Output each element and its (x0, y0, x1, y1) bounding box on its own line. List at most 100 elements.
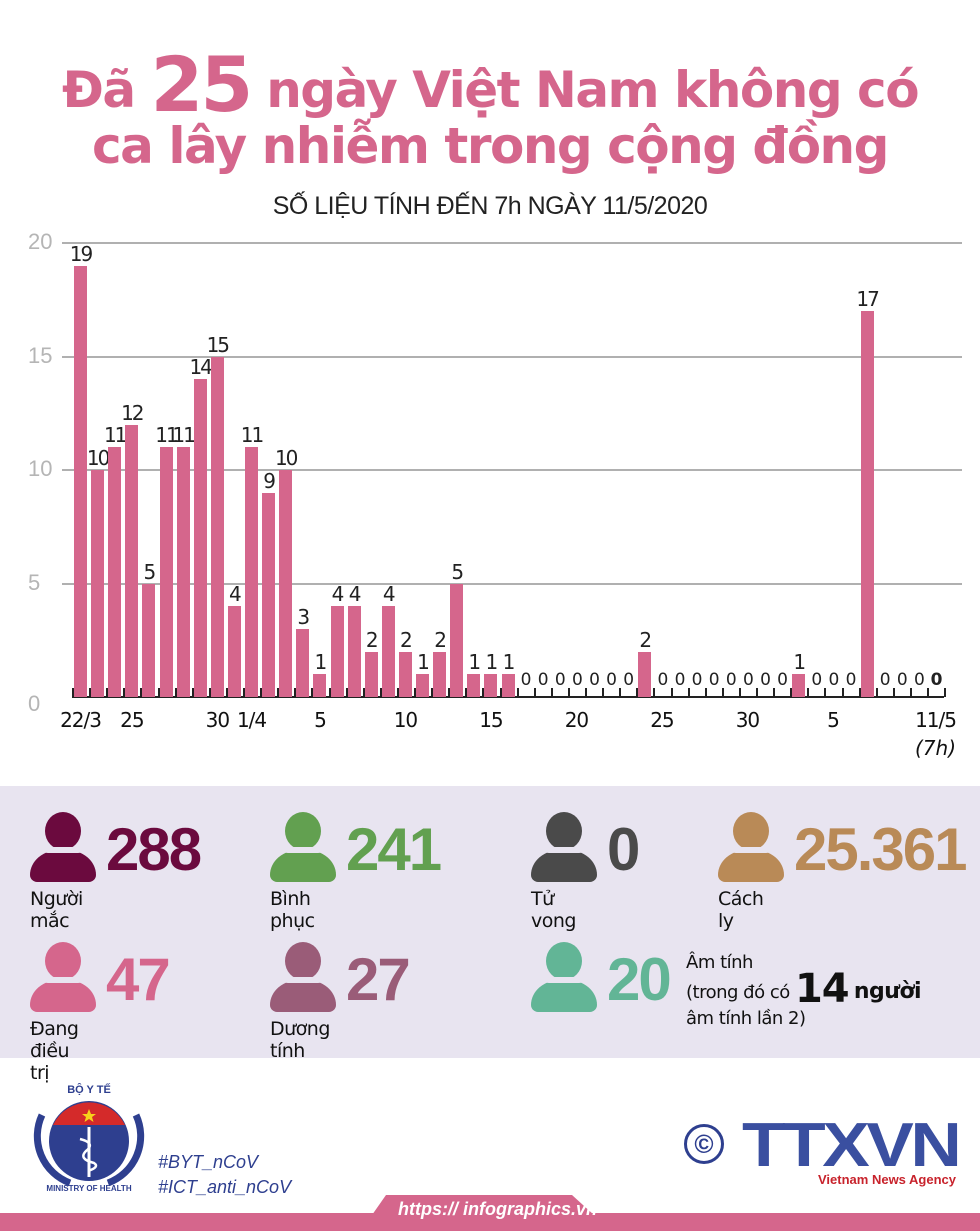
bar-value-label: 0 (657, 670, 668, 690)
bar-value-label: 0 (674, 670, 686, 690)
negative-note: Âm tính (trong đó có 14 người âm tính lầ… (686, 950, 922, 1032)
bar-value-label: 0 (896, 670, 908, 690)
x-tick-label: 30 (735, 708, 760, 732)
bar (313, 674, 327, 697)
person-icon (270, 812, 336, 884)
bar-value-label: 10 (86, 446, 110, 470)
x-axis-tick (619, 688, 622, 697)
bar-value-label: 0 (930, 670, 943, 690)
x-axis-tick (841, 688, 844, 697)
x-axis-tick (225, 688, 228, 697)
bar-value-label: 3 (297, 604, 310, 629)
x-tick-label: 25 (650, 708, 674, 732)
bar-value-label: 4 (348, 582, 362, 607)
bar (262, 492, 276, 697)
x-axis-tick (465, 688, 468, 697)
bar (74, 265, 87, 697)
x-axis-tick (909, 688, 912, 697)
x-axis-tick (738, 688, 741, 697)
x-axis-tick (533, 688, 536, 697)
bar-value-label: 0 (913, 670, 925, 690)
x-tick-label: 10 (393, 708, 418, 732)
bar (227, 606, 241, 697)
bar (792, 674, 806, 697)
hashtags: #BYT_nCoV #ICT_anti_nCoV (158, 1150, 291, 1200)
agency-name: Vietnam News Agency (818, 1172, 956, 1187)
headline-line-1: Đã 25 ngày Việt Nam không có (0, 47, 980, 125)
x-axis-tick (670, 688, 673, 697)
positive-count: 27 (346, 946, 411, 1013)
x-axis-tick (345, 688, 348, 697)
x-tick-label: 20 (564, 708, 589, 732)
x-axis-tick (875, 688, 878, 697)
bar (142, 583, 156, 697)
bar (638, 651, 652, 697)
bar (467, 674, 481, 697)
x-tick-label: 25 (120, 708, 144, 732)
bar-value-label: 15 (206, 332, 230, 357)
x-axis-tick (927, 688, 929, 697)
bar-value-label: 2 (639, 627, 652, 652)
bar-value-label: 17 (856, 287, 879, 312)
x-axis-tick (208, 688, 211, 697)
url-tab (372, 1195, 594, 1215)
x-axis-tick (807, 688, 810, 697)
infected-label: Người mắc (30, 888, 83, 932)
bar-value-label: 11 (172, 423, 195, 448)
bar-value-label: 0 (828, 670, 839, 690)
bar-value-label: 1 (314, 650, 328, 675)
bar-value-label: 5 (451, 559, 464, 584)
bar (416, 674, 429, 697)
y-tick-label: 20 (28, 229, 53, 254)
deaths-count: 0 (607, 816, 640, 883)
bar-value-label: 4 (331, 582, 345, 607)
x-axis-tick (123, 688, 126, 697)
x-axis-tick (585, 688, 587, 697)
bar-value-label: 0 (742, 670, 754, 690)
bar-value-label: 2 (400, 627, 413, 652)
negative-note-line2: (trong đó có 14 người (686, 966, 922, 1012)
x-axis-tick (294, 688, 297, 697)
x-axis-tick (191, 688, 194, 697)
x-axis-tick (277, 688, 280, 697)
bar-value-label: 12 (121, 400, 144, 425)
bar-value-label: 11 (103, 423, 127, 448)
bar-value-label: 4 (229, 582, 242, 607)
bar (364, 651, 378, 697)
bar-value-label: 11 (240, 423, 264, 448)
x-axis-tick (790, 688, 793, 697)
x-axis-tick (448, 688, 451, 697)
recovered-count: 241 (346, 816, 442, 883)
x-axis-tick (858, 688, 861, 697)
bar-value-label: 4 (382, 582, 396, 607)
bar (159, 447, 173, 697)
subtitle: SỐ LIỆU TÍNH ĐẾN 7h NGÀY 11/5/2020 (272, 192, 708, 220)
y-tick-label: 5 (28, 569, 41, 595)
negative-count: 20 (607, 946, 672, 1013)
x-axis-tick (550, 688, 553, 697)
x-tick-label: 5 (827, 708, 840, 732)
website-link[interactable]: https:// infographics.vn (398, 1199, 598, 1219)
bar (398, 651, 412, 697)
bar-value-label: 0 (606, 670, 617, 690)
bar (296, 628, 310, 697)
x-axis-tick (260, 688, 263, 697)
hashtag-byt: #BYT_nCoV (158, 1152, 259, 1172)
x-axis-tick (516, 688, 519, 697)
x-axis-tick (482, 688, 485, 697)
hashtag-ict: #ICT_anti_nCoV (158, 1177, 292, 1197)
bar (108, 447, 122, 697)
bar (125, 424, 139, 697)
headline-line-2: ca lây nhiễm trong cộng đồng (92, 117, 889, 175)
headline-text: Đã (61, 61, 136, 119)
x-axis-tick (944, 688, 947, 697)
x-axis-tick (602, 688, 605, 697)
x-axis-tick (773, 688, 776, 697)
x-axis-tick (414, 688, 416, 697)
x-axis-tick (721, 688, 724, 697)
bar-value-label: 0 (589, 670, 600, 690)
bar-value-label: 0 (811, 670, 822, 690)
bar-value-label: 1 (468, 650, 481, 675)
daily-cases-bar-chart: 0 5 10 15 20 19 10 11 12 5 11 11 14 15 4 11 9 10 3 1 4 4 2 4 2 1 2… (0, 229, 980, 770)
bar (279, 470, 293, 697)
